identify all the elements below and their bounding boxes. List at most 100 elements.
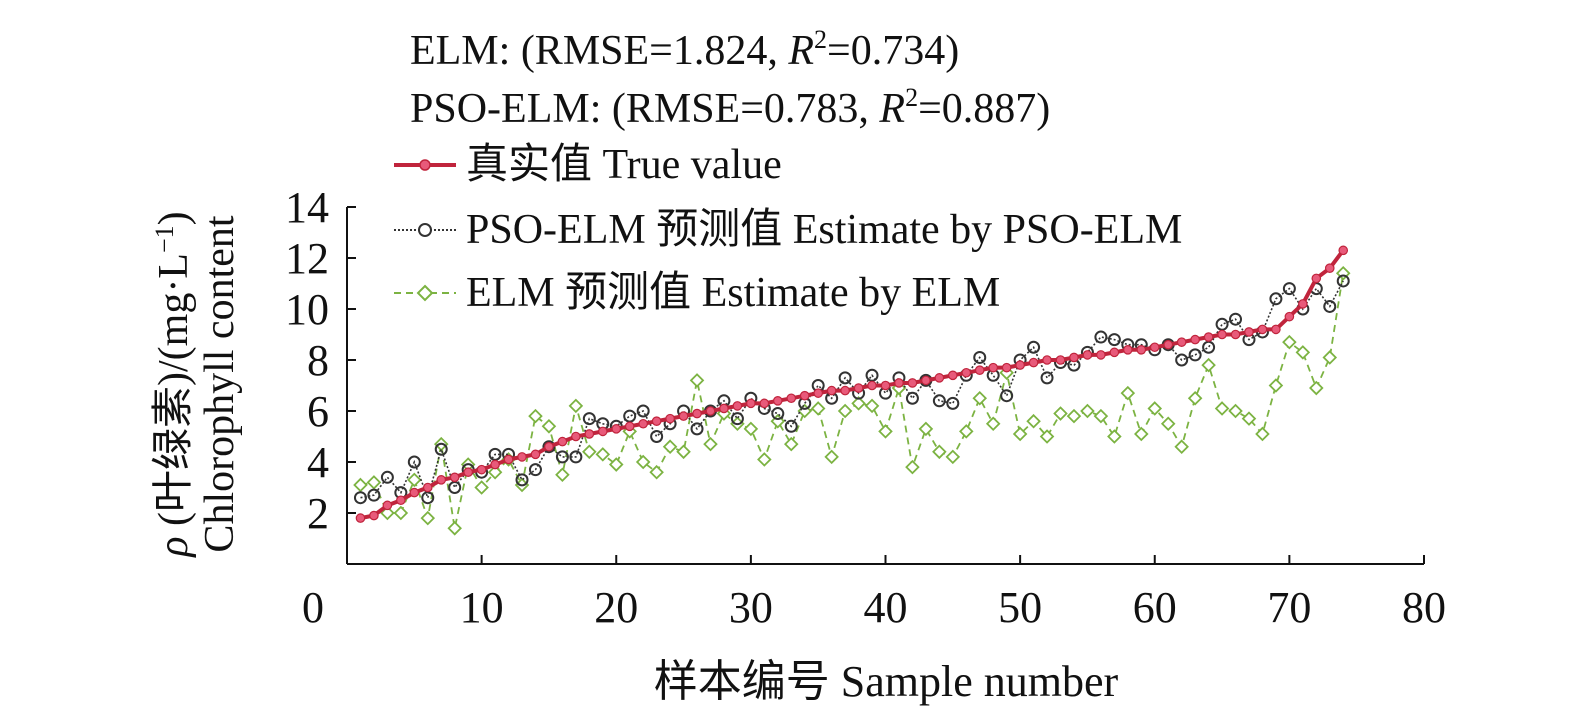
elm-point bbox=[407, 472, 422, 488]
true-value-point bbox=[1001, 362, 1012, 373]
elm-point bbox=[1174, 439, 1189, 454]
pso-elm-point bbox=[730, 412, 744, 426]
true-value-point bbox=[974, 365, 985, 375]
true-value-point bbox=[1271, 324, 1281, 335]
stat-elm: ELM: (RMSE=1.824, R2=0.734) bbox=[410, 27, 960, 74]
elm-point bbox=[945, 449, 961, 465]
true-value-point bbox=[1109, 347, 1120, 358]
x-tick-label: 0 bbox=[302, 583, 324, 632]
pso-elm-point bbox=[1094, 330, 1108, 344]
legend-label-true: 真实值 True value bbox=[466, 142, 782, 188]
elm-point bbox=[1187, 390, 1203, 406]
elm-point bbox=[837, 403, 853, 419]
pso-elm-point bbox=[1336, 274, 1350, 288]
true-value-point bbox=[813, 388, 823, 398]
true-value-point bbox=[746, 398, 756, 409]
true-value-point bbox=[1069, 352, 1079, 363]
elm-point bbox=[757, 452, 772, 467]
elm-point bbox=[1053, 406, 1068, 421]
true-value-point bbox=[1203, 332, 1214, 342]
true-value-point bbox=[719, 403, 729, 414]
true-value-point bbox=[880, 380, 891, 391]
y-tick-label: 2 bbox=[307, 489, 329, 538]
pso-elm-point bbox=[1229, 312, 1243, 326]
true-value-point bbox=[1123, 344, 1133, 355]
elm-point bbox=[851, 396, 866, 411]
y-tick-label: 4 bbox=[307, 438, 329, 487]
legend-item-elm: ELM 预测值 Estimate by ELM bbox=[392, 268, 1000, 318]
pso-elm-point bbox=[932, 394, 946, 408]
x-axis-label: 样本编号 Sample number bbox=[653, 657, 1119, 706]
pso-elm-point bbox=[515, 473, 529, 487]
true-value-point bbox=[934, 373, 945, 383]
elm-point bbox=[864, 398, 880, 414]
y-axis-unit-close: ) bbox=[151, 211, 197, 226]
elm-point bbox=[528, 408, 543, 424]
y-axis-unit-text: (叶绿素)/(mg·L bbox=[151, 253, 197, 537]
elm-point bbox=[474, 480, 489, 495]
true-value-point bbox=[624, 421, 635, 432]
elm-point bbox=[487, 464, 503, 480]
elm-point bbox=[1080, 403, 1095, 419]
true-value-point bbox=[921, 375, 931, 386]
true-value-point bbox=[638, 418, 648, 429]
legend-swatch-elm bbox=[394, 284, 456, 302]
elm-point bbox=[1255, 426, 1270, 442]
true-value-point bbox=[786, 393, 797, 404]
pso-elm-point bbox=[1269, 292, 1283, 306]
elm-point bbox=[1282, 334, 1297, 350]
pso-elm-point bbox=[582, 412, 596, 426]
elm-point bbox=[595, 447, 611, 462]
true-value-point bbox=[1244, 327, 1254, 337]
elm-point bbox=[1147, 401, 1163, 416]
x-tick-label: 10 bbox=[460, 583, 504, 632]
elm-point bbox=[608, 457, 624, 472]
y-tick-label: 10 bbox=[285, 285, 329, 334]
stat-elm-r2-value: =0.734) bbox=[827, 28, 960, 74]
elm-point bbox=[932, 444, 947, 460]
elm-point bbox=[635, 454, 651, 470]
true-value-point bbox=[463, 467, 473, 477]
legend-item-true: 真实值 True value bbox=[392, 140, 782, 190]
pso-elm-point bbox=[973, 350, 987, 364]
elm-point bbox=[568, 398, 584, 414]
pso-elm-point bbox=[1202, 340, 1216, 354]
true-value-point bbox=[988, 362, 998, 373]
pso-elm-point bbox=[636, 404, 650, 418]
stat-elm-r-symbol: R bbox=[788, 28, 815, 74]
true-value-point bbox=[436, 475, 447, 485]
legend-swatch-pso-elm bbox=[394, 223, 456, 237]
true-value-point bbox=[1082, 350, 1093, 360]
true-value-point bbox=[422, 482, 433, 493]
stat-pso-rmse: PSO-ELM: (RMSE=0.783, bbox=[410, 86, 880, 132]
pso-elm-point bbox=[1175, 353, 1189, 367]
y-tick-label: 6 bbox=[307, 387, 329, 436]
pso-elm-point bbox=[434, 442, 448, 456]
stat-pso-r-exponent: 2 bbox=[905, 83, 919, 112]
true-value-point bbox=[1257, 324, 1268, 335]
elm-point bbox=[905, 459, 920, 475]
elm-point bbox=[662, 439, 678, 454]
pso-elm-point bbox=[946, 396, 960, 410]
pso-elm-point bbox=[448, 481, 462, 494]
elm-point bbox=[703, 436, 718, 452]
x-tick-label: 30 bbox=[729, 583, 773, 632]
true-value-point bbox=[1163, 339, 1174, 350]
elm-point bbox=[353, 477, 368, 493]
pso-elm-point bbox=[771, 407, 785, 421]
elm-point bbox=[1322, 350, 1338, 365]
series-layer bbox=[353, 245, 1351, 536]
pso-elm-point bbox=[1027, 340, 1041, 354]
true-value-point bbox=[840, 385, 850, 396]
true-value-point bbox=[597, 426, 608, 437]
x-tick-label: 80 bbox=[1402, 583, 1446, 632]
true-value-point bbox=[678, 411, 689, 421]
elm-point bbox=[1120, 385, 1136, 401]
pso-elm-point bbox=[1188, 348, 1202, 362]
elm-point bbox=[1160, 416, 1176, 432]
pso-elm-point bbox=[1215, 317, 1229, 331]
elm-point bbox=[959, 424, 974, 439]
true-value-point bbox=[853, 383, 864, 393]
elm-point bbox=[1039, 429, 1055, 444]
